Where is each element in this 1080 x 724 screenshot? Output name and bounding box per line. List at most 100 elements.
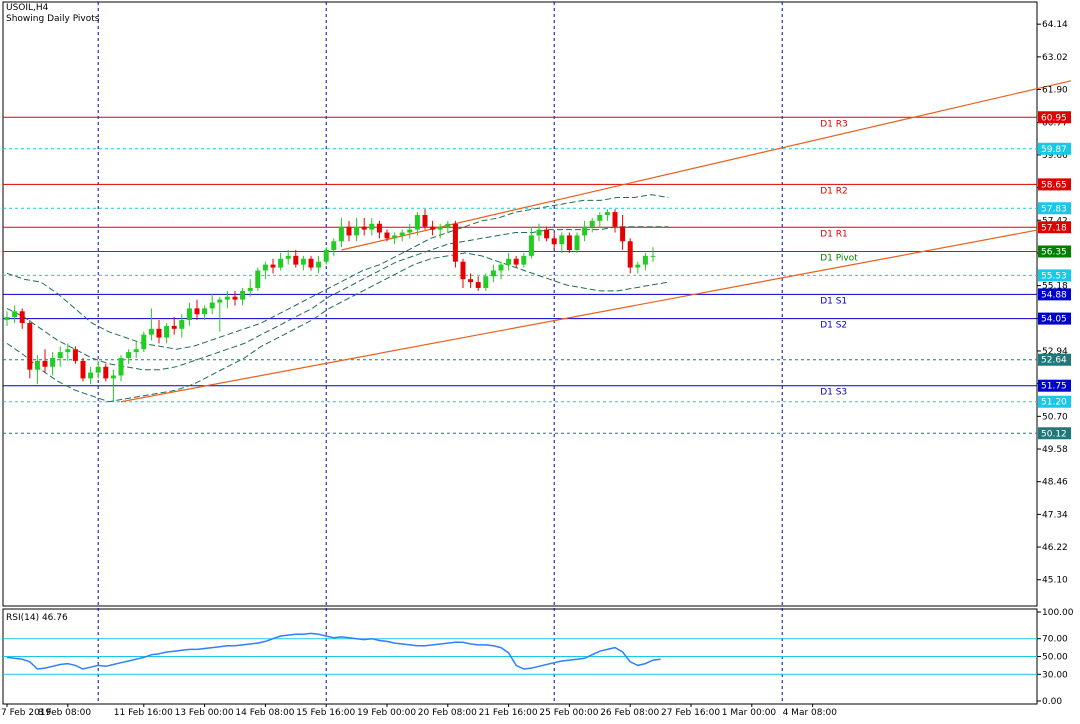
candle-body-24	[186, 308, 192, 321]
time-tick-label-0: 7 Feb 2019	[1, 708, 52, 718]
pivot-value-box-9	[1038, 353, 1071, 366]
candle-body-81	[620, 226, 626, 242]
rsi-line	[6, 632, 661, 670]
price-tick-label-8: 55.18	[1042, 282, 1068, 292]
candle-body-20	[156, 328, 162, 338]
pivot-value-label-0: 60.95	[1041, 113, 1067, 123]
time-tick-label-12: 1 Mar 00:00	[722, 708, 777, 718]
rsi-label: RSI(14) 46.76	[6, 613, 68, 623]
candle-body-27	[209, 302, 215, 309]
candle-body-30	[232, 296, 238, 300]
candle-body-62	[475, 282, 481, 288]
pivot-label-8: D1 S2	[820, 321, 847, 331]
price-tick-label-4: 59.66	[1042, 151, 1068, 161]
pivot-value-box-1	[1038, 142, 1071, 155]
candle-body-1	[12, 311, 18, 318]
candle-body-76	[582, 226, 588, 236]
candle-body-69	[528, 235, 534, 256]
pivot-value-label-9: 52.64	[1041, 356, 1067, 366]
candle-body-36	[278, 258, 284, 268]
channel-lower-line	[120, 223, 1072, 403]
price-tick-label-1: 63.02	[1042, 53, 1068, 63]
candle-body-16	[126, 352, 132, 358]
pivot-value-label-11: 51.20	[1041, 398, 1067, 408]
candle-body-52	[399, 232, 405, 236]
candle-body-55	[422, 215, 428, 227]
candle-body-29	[224, 296, 230, 300]
candle-body-26	[202, 308, 208, 315]
candle-body-10	[80, 360, 86, 379]
channel-upper-line	[341, 80, 1072, 251]
time-tick-label-1: 8 Feb 08:00	[38, 708, 92, 718]
candle-body-41	[316, 261, 322, 268]
candle-body-50	[384, 232, 390, 239]
pivot-value-label-10: 51.75	[1041, 382, 1067, 392]
pivot-value-box-5	[1038, 245, 1071, 258]
candle-body-68	[521, 255, 527, 265]
candle-body-8	[65, 349, 71, 353]
pivot-value-label-5: 56.35	[1041, 247, 1067, 257]
candle-body-83	[635, 264, 641, 268]
candle-body-60	[460, 261, 466, 280]
candle-body-77	[589, 220, 595, 227]
pivot-value-label-7: 54.88	[1041, 290, 1067, 300]
rsi-tick-label-4: 0.00	[1042, 697, 1062, 707]
pivot-value-box-2	[1038, 178, 1071, 191]
candle-body-71	[544, 229, 550, 239]
candle-body-9	[72, 349, 78, 361]
candle-body-38	[293, 255, 299, 265]
rsi-tick-label-0: 100.00	[1042, 608, 1074, 618]
candle-body-22	[171, 325, 177, 329]
candle-body-51	[392, 235, 398, 239]
pivot-value-box-11	[1038, 395, 1071, 408]
candle-body-2	[19, 311, 25, 323]
candle-body-47	[361, 226, 367, 230]
candle-body-56	[430, 226, 436, 230]
pivot-value-label-12: 50.12	[1041, 429, 1067, 439]
candle-body-53	[407, 229, 413, 233]
candle-body-13	[103, 366, 109, 379]
pivot-label-4: D1 R1	[820, 229, 848, 239]
candle-body-15	[118, 357, 124, 376]
candle-body-64	[490, 270, 496, 277]
candle-body-19	[148, 328, 154, 335]
pivot-value-label-8: 54.05	[1041, 315, 1067, 325]
candle-body-49	[376, 223, 382, 233]
rsi-tick-label-2: 50.00	[1042, 653, 1068, 663]
candle-body-28	[217, 299, 223, 303]
candle-body-42	[323, 250, 329, 262]
pivot-value-box-0	[1038, 111, 1071, 124]
price-tick-label-3: 60.77	[1042, 119, 1068, 129]
candle-body-21	[164, 325, 170, 338]
candle-body-85	[650, 255, 656, 257]
candle-body-35	[270, 264, 276, 268]
time-tick-label-6: 19 Feb 00:00	[357, 708, 416, 718]
time-tick-label-5: 15 Feb 16:00	[296, 708, 355, 718]
candle-body-66	[506, 258, 512, 265]
candle-body-82	[627, 241, 633, 268]
candle-body-72	[551, 238, 557, 245]
candle-body-6	[50, 357, 56, 367]
candle-body-31	[240, 290, 246, 300]
candle-body-34	[262, 264, 268, 271]
candle-body-67	[513, 258, 519, 265]
time-tick-label-10: 26 Feb 08:00	[600, 708, 659, 718]
pivot-value-label-4: 57.18	[1041, 223, 1067, 233]
pivot-value-box-12	[1038, 427, 1071, 440]
candle-body-17	[133, 349, 139, 353]
pivot-value-box-8	[1038, 312, 1071, 325]
time-tick-label-8: 21 Feb 16:00	[479, 708, 538, 718]
candle-body-5	[42, 360, 48, 367]
candle-body-48	[369, 223, 375, 230]
candle-body-65	[498, 264, 504, 271]
price-tick-label-0: 64.14	[1042, 20, 1068, 30]
pivot-value-label-2: 58.65	[1041, 180, 1067, 190]
candle-body-40	[308, 258, 314, 268]
pivot-value-label-3: 57.83	[1041, 204, 1067, 214]
pivot-value-box-4	[1038, 221, 1071, 234]
envelope-upper	[6, 194, 669, 350]
candle-body-75	[574, 235, 580, 251]
candle-body-61	[468, 279, 474, 283]
